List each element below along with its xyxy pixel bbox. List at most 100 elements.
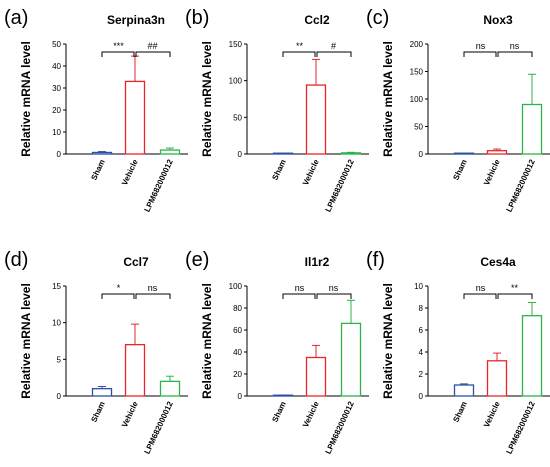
y-tick-label: 0: [419, 392, 424, 401]
panel-title: Il1r2: [305, 255, 330, 269]
y-tick-label: 0: [57, 150, 62, 159]
x-tick-label: LPM682000012: [505, 400, 537, 456]
significance-bracket-right: [135, 51, 171, 57]
y-axis-label: Relative mRNA level: [381, 41, 395, 157]
panel-letter: (b): [185, 7, 209, 29]
x-tick-label: Sham: [270, 158, 287, 182]
x-tick-label: Vehicle: [120, 158, 140, 187]
x-tick-label: Vehicle: [482, 158, 502, 187]
x-tick-label: Vehicle: [301, 400, 321, 429]
x-tick-label: Sham: [89, 158, 106, 182]
chart-panel-5: (e) Il1r2 Relative mRNA level 0 20 40 60 80 100 S…: [185, 249, 369, 455]
bar-vehicle: [305, 356, 327, 397]
x-tick-label: Sham: [451, 158, 468, 182]
bar-lpm682000012: [521, 315, 543, 397]
panel-title: Serpina3n: [107, 13, 165, 27]
y-tick-label: 15: [52, 282, 61, 291]
y-tick-label: 50: [52, 40, 61, 49]
significance-bracket-right: [497, 293, 533, 299]
y-tick-label: 60: [233, 326, 242, 335]
x-tick-label: LPM682000012: [505, 158, 537, 214]
y-tick-label: 100: [410, 95, 424, 104]
y-tick-label: 6: [419, 326, 424, 335]
bar-lpm682000012: [340, 322, 362, 397]
y-tick-label: 0: [419, 150, 424, 159]
y-tick-label: 80: [233, 304, 242, 313]
bar-lpm682000012: [340, 152, 362, 155]
significance-bracket-left: [463, 293, 497, 299]
panel-letter: (e): [185, 249, 209, 271]
x-tick-label: LPM682000012: [143, 158, 175, 214]
chart-panel-1: (a) Serpina3n Relative mRNA level 0 10 20 30 40…: [4, 7, 188, 213]
y-tick-label: 5: [57, 355, 62, 364]
y-tick-label: 100: [229, 282, 243, 291]
x-tick-label: Sham: [270, 400, 287, 424]
y-axis-label: Relative mRNA level: [200, 41, 214, 157]
y-tick-label: 2: [419, 370, 424, 379]
x-tick-label: Vehicle: [120, 400, 140, 429]
x-tick-label: Vehicle: [301, 158, 321, 187]
chart-panel-4: (d) Ccl7 Relative mRNA level 0 5 10 15 Sham Vehi…: [4, 249, 188, 455]
chart-panel-2: (b) Ccl2 Relative mRNA level 0 50 100 150 Sham V…: [185, 7, 369, 213]
x-tick-label: LPM682000012: [324, 158, 356, 214]
bar-vehicle: [124, 80, 146, 155]
significance-label-right: ns: [148, 283, 158, 293]
panel-letter: (a): [4, 7, 28, 29]
panel-title: Nox3: [483, 13, 513, 27]
y-axis-label: Relative mRNA level: [19, 41, 33, 157]
x-tick-label: LPM682000012: [324, 400, 356, 456]
panel-title: Ccl2: [304, 13, 330, 27]
y-tick-label: 40: [52, 62, 61, 71]
panel-letter: (c): [366, 7, 389, 29]
y-tick-label: 200: [410, 40, 424, 49]
x-tick-label: LPM682000012: [143, 400, 175, 456]
y-axis-label: Relative mRNA level: [381, 283, 395, 399]
significance-label-right: ns: [329, 283, 339, 293]
significance-bracket-left: [101, 293, 135, 299]
significance-bracket-left: [282, 293, 316, 299]
y-tick-label: 10: [414, 282, 423, 291]
significance-bracket-right: [497, 51, 533, 57]
y-tick-label: 0: [238, 392, 243, 401]
significance-bracket-left: [101, 51, 135, 57]
x-tick-label: Sham: [451, 400, 468, 424]
y-tick-label: 100: [229, 77, 243, 86]
significance-label-right: ns: [510, 41, 520, 51]
significance-bracket-right: [135, 293, 171, 299]
bar-lpm682000012: [159, 149, 181, 155]
y-tick-label: 150: [229, 40, 243, 49]
y-tick-label: 4: [419, 348, 424, 357]
significance-label-left: ns: [295, 283, 305, 293]
y-tick-label: 10: [52, 319, 61, 328]
y-tick-label: 0: [57, 392, 62, 401]
panel-letter: (f): [366, 249, 385, 271]
y-tick-label: 150: [410, 68, 424, 77]
y-tick-label: 10: [52, 128, 61, 137]
panel-title: Ccl7: [123, 255, 149, 269]
significance-label-left: ***: [113, 41, 124, 51]
y-tick-label: 20: [52, 106, 61, 115]
y-tick-label: 30: [52, 84, 61, 93]
panel-letter: (d): [4, 249, 28, 271]
bar-sham: [91, 151, 113, 155]
bar-sham: [91, 388, 113, 397]
significance-label-left: ns: [476, 41, 486, 51]
bar-vehicle: [305, 84, 327, 155]
significance-label-left: ns: [476, 283, 486, 293]
panel-title: Ces4a: [480, 255, 516, 269]
y-tick-label: 40: [233, 348, 242, 357]
x-tick-label: Vehicle: [482, 400, 502, 429]
significance-label-left: **: [296, 41, 304, 51]
significance-label-right: #: [331, 41, 336, 51]
significance-label-left: *: [117, 283, 121, 293]
significance-bracket-right: [316, 51, 352, 57]
bar-lpm682000012: [521, 103, 543, 155]
significance-bracket-right: [316, 293, 352, 299]
chart-panel-6: (f) Ces4a Relative mRNA level 0 2 4 6 8 10 Sham Ve…: [366, 249, 550, 455]
y-axis-label: Relative mRNA level: [200, 283, 214, 399]
significance-label-right: **: [511, 283, 519, 293]
bar-lpm682000012: [159, 380, 181, 397]
bar-vehicle: [486, 150, 508, 155]
y-axis-label: Relative mRNA level: [19, 283, 33, 399]
